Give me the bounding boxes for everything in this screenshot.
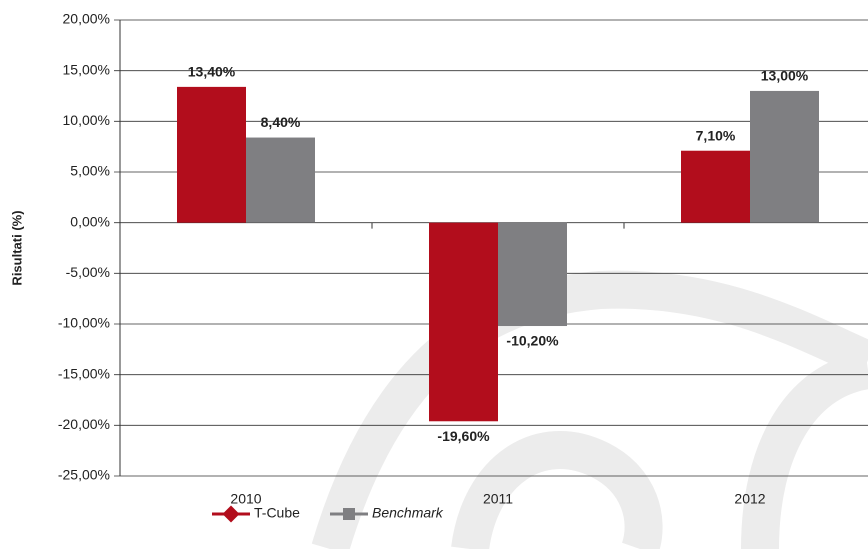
y-tick-label: -10,00%: [58, 315, 110, 331]
y-tick-label: -25,00%: [58, 467, 110, 483]
data-label: 13,40%: [188, 64, 236, 80]
data-label: 13,00%: [761, 68, 809, 84]
data-label: -19,60%: [437, 428, 490, 444]
x-tick-label: 2010: [230, 491, 261, 507]
x-tick-label: 2011: [483, 491, 513, 507]
y-tick-label: -15,00%: [58, 365, 110, 381]
bar: [177, 86, 246, 223]
y-tick-label: -5,00%: [66, 264, 110, 280]
y-tick-label: 5,00%: [70, 163, 110, 179]
y-axis-title: Risultati (%): [9, 210, 24, 285]
data-label: -10,20%: [506, 333, 559, 349]
data-label: 8,40%: [261, 114, 301, 130]
legend-marker: [343, 508, 355, 520]
y-tick-label: 20,00%: [63, 11, 110, 27]
y-tick-label: -20,00%: [58, 416, 110, 432]
legend-label: T-Cube: [254, 505, 300, 521]
bar: [498, 222, 567, 327]
bar: [429, 222, 498, 422]
x-tick-label: 2012: [734, 491, 765, 507]
data-label: 7,10%: [696, 127, 736, 143]
bar: [681, 150, 750, 223]
legend-label: Benchmark: [372, 505, 444, 521]
y-tick-label: 10,00%: [63, 112, 110, 128]
bar: [246, 137, 315, 223]
bar: [750, 90, 819, 223]
legend-marker: [222, 505, 240, 523]
y-tick-label: 15,00%: [63, 61, 110, 77]
y-tick-label: 0,00%: [70, 213, 110, 229]
